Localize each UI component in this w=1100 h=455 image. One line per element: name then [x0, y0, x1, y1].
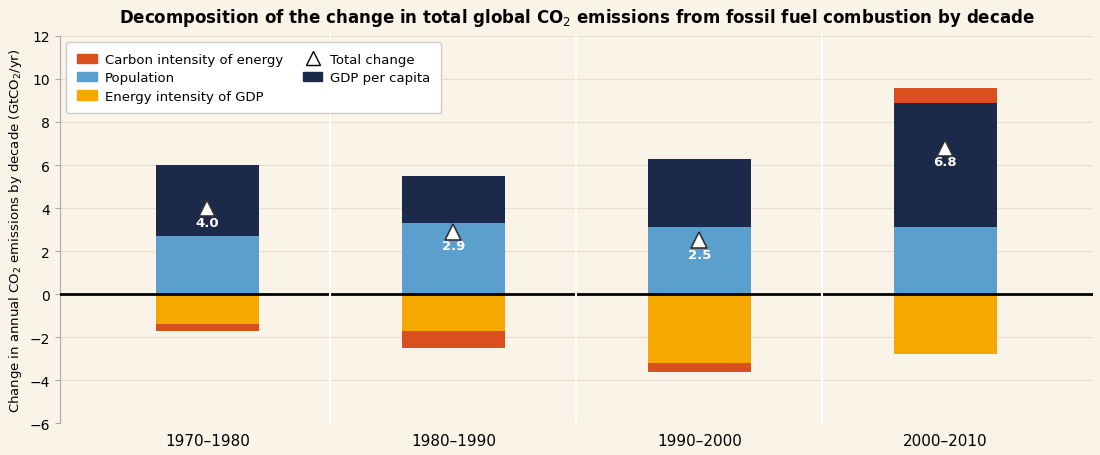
Text: 2.9: 2.9	[442, 240, 465, 253]
Text: 4.0: 4.0	[196, 216, 219, 229]
Bar	[402, 177, 505, 224]
Legend: Carbon intensity of energy, Population, Energy intensity of GDP, Total change, G: Carbon intensity of energy, Population, …	[66, 43, 441, 114]
Bar	[648, 228, 751, 294]
Bar	[648, 159, 751, 228]
Bar	[156, 324, 258, 331]
Bar	[402, 331, 505, 348]
Text: 6.8: 6.8	[934, 156, 957, 169]
Bar	[894, 228, 997, 294]
Bar	[402, 224, 505, 294]
Bar	[648, 294, 751, 363]
Bar	[894, 103, 997, 228]
Bar	[894, 88, 997, 103]
Bar	[156, 294, 258, 324]
Bar	[156, 166, 258, 237]
Bar	[402, 294, 505, 331]
Y-axis label: Change in annual CO$_2$ emissions by decade (GtCO$_2$/yr): Change in annual CO$_2$ emissions by dec…	[7, 48, 24, 412]
Bar	[894, 294, 997, 354]
Bar	[156, 237, 258, 294]
Bar	[648, 363, 751, 372]
Text: 2.5: 2.5	[688, 248, 711, 261]
Title: Decomposition of the change in total global CO$_2$ emissions from fossil fuel co: Decomposition of the change in total glo…	[119, 7, 1034, 29]
